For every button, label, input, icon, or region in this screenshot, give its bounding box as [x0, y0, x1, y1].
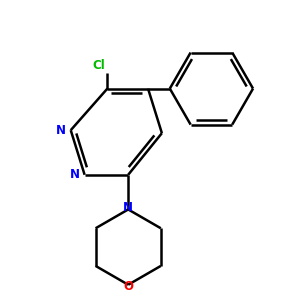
Text: N: N: [123, 201, 133, 214]
Text: N: N: [70, 168, 80, 181]
Text: Cl: Cl: [92, 59, 105, 72]
Text: N: N: [56, 124, 66, 137]
Text: O: O: [123, 280, 133, 293]
